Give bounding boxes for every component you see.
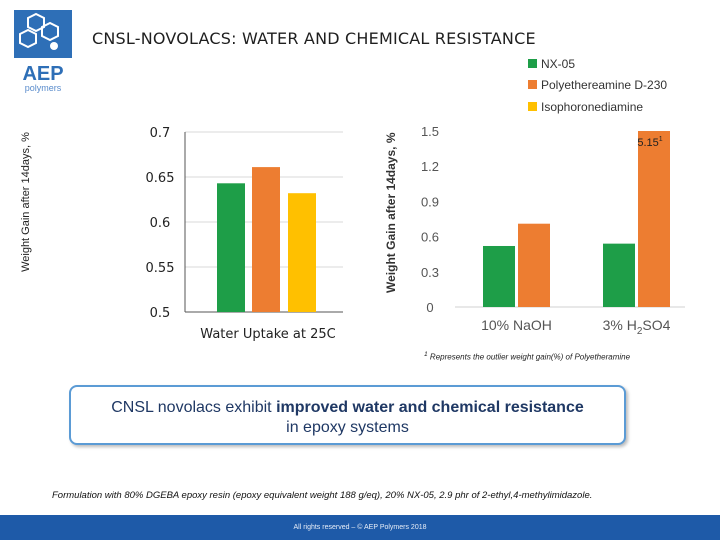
legend-swatch-isophoronediamine	[528, 102, 537, 112]
right-chart-y-tick-label: 0.6	[421, 230, 439, 245]
left-chart-y-tick-label: 0.5	[150, 306, 171, 321]
right-chart-bar	[483, 245, 515, 307]
formulation-note: Formulation with 80% DGEBA epoxy resin (…	[52, 490, 593, 501]
left-chart-y-tick-label: 0.65	[146, 171, 175, 186]
conclusion-callout: CNSL novolacs exhibit improved water and…	[69, 385, 626, 445]
outlier-annotation: 5.151	[637, 136, 662, 149]
right-chart-y-tick-label: 0.9	[421, 194, 439, 209]
footnote-marker: 1	[424, 351, 428, 358]
aep-polymers-logo: AEP polymers	[14, 10, 72, 94]
callout-text-pre: CNSL novolacs exhibit	[111, 399, 277, 416]
legend-item-polyetheramine: Polyethereamine D-230	[528, 77, 667, 92]
right-chart-bar	[518, 223, 550, 307]
right-chart-y-tick-label: 1.5	[421, 124, 439, 139]
legend-swatch-polyetheramine	[528, 80, 537, 90]
footer-bar: All rights reserved – © AEP Polymers 201…	[0, 515, 720, 540]
left-chart-x-axis-label: Water Uptake at 25C	[200, 327, 335, 342]
legend-swatch-nx05	[528, 59, 537, 69]
left-chart-y-tick-label: 0.7	[150, 126, 171, 141]
legend-label-nx05: NX-05	[541, 56, 576, 71]
footnote: 1 Represents the outlier weight gain(%) …	[424, 351, 630, 362]
right-chart-y-tick-label: 0.3	[421, 265, 439, 280]
left-chart-bar	[217, 183, 245, 312]
logo-subtext: polymers	[25, 83, 62, 93]
copyright-text: All rights reserved – © AEP Polymers 201…	[293, 524, 427, 531]
right-chart-bar	[638, 131, 670, 307]
left-chart-bar	[288, 193, 316, 312]
footnote-text: Represents the outlier weight gain(%) of…	[427, 352, 631, 362]
right-chart-y-tick-label: 0	[426, 300, 433, 315]
legend-item-nx05: NX-05	[528, 56, 575, 71]
left-chart-bar	[252, 167, 280, 312]
right-chart-x-tick-label: 10% NaOH	[481, 317, 552, 333]
logo-text: AEP	[22, 63, 63, 85]
legend-label-isophoronediamine: Isophoronediamine	[541, 99, 644, 114]
legend-item-isophoronediamine: Isophoronediamine	[528, 99, 643, 114]
callout-text-post: in epoxy systems	[286, 419, 409, 436]
right-chart-bar	[603, 243, 635, 307]
callout-text-bold: improved water and chemical resistance	[276, 399, 584, 416]
left-chart-y-tick-label: 0.6	[150, 216, 171, 231]
left-chart-y-tick-label: 0.55	[146, 261, 175, 276]
page-title: CNSL-NOVOLACS: WATER AND CHEMICAL RESIST…	[92, 29, 536, 48]
legend-label-polyetheramine: Polyethereamine D-230	[541, 77, 668, 92]
right-chart-y-tick-label: 1.2	[421, 159, 439, 174]
right-chart-x-tick-label: 3% H2SO4	[603, 317, 671, 337]
